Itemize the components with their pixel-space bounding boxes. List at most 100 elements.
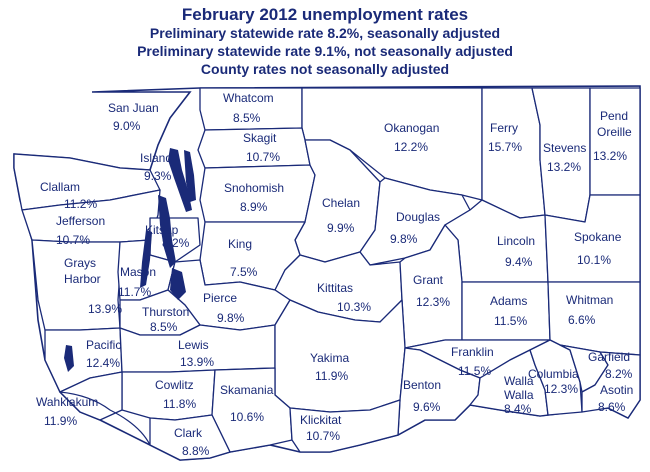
- label-jefferson-rate: 10.7%: [56, 233, 90, 247]
- map-subtitle-1: Preliminary statewide rate 8.2%, seasona…: [150, 25, 500, 41]
- puget-sound-channel: [158, 195, 176, 268]
- county-klickitat: [289, 399, 401, 453]
- label-island-rate: 9.3%: [144, 169, 172, 183]
- county-pend-oreille: [589, 87, 641, 196]
- label-clark-name: Clark: [174, 426, 203, 440]
- label-asotin-rate: 8.6%: [598, 400, 626, 414]
- columbia-river: [59, 391, 151, 446]
- label-garfield-name: Garfield: [588, 350, 630, 364]
- label-thurston-name: Thurston: [142, 305, 189, 319]
- label-benton-name: Benton: [403, 378, 441, 392]
- county-grays-harbor: [31, 239, 121, 331]
- label-kittitas-rate: 10.3%: [337, 300, 371, 314]
- label-klickitat-rate: 10.7%: [306, 429, 340, 443]
- label-ferry-name: Ferry: [490, 121, 518, 135]
- label-spokane-rate: 10.1%: [577, 253, 611, 267]
- label-grays-harbor-rate: 13.9%: [88, 302, 122, 316]
- label-walla-walla-name-2: Walla: [504, 388, 534, 402]
- label-okanogan-rate: 12.2%: [394, 140, 428, 154]
- county-asotin: [581, 351, 641, 419]
- county-columbia: [529, 339, 583, 416]
- label-lincoln-name: Lincoln: [497, 234, 535, 248]
- label-whitman-rate: 6.6%: [568, 313, 596, 327]
- label-douglas-rate: 9.8%: [390, 232, 418, 246]
- label-wahkiakum-name: Wahkiakum: [36, 395, 98, 409]
- county-adams: [461, 281, 551, 341]
- label-whatcom-name: Whatcom: [223, 91, 274, 105]
- county-clark: [149, 414, 231, 461]
- label-yakima-rate: 11.9%: [315, 369, 348, 383]
- label-snohomish-rate: 8.9%: [240, 200, 268, 214]
- label-skagit-name: Skagit: [243, 131, 277, 145]
- map-subtitle-2: Preliminary statewide rate 9.1%, not sea…: [137, 43, 513, 59]
- label-pacific-rate: 12.4%: [86, 356, 120, 370]
- puget-sound: [64, 148, 196, 372]
- label-skagit-rate: 10.7%: [246, 150, 280, 164]
- county-labels: San Juan 9.0% Whatcom 8.5% Okanogan 12.2…: [36, 91, 633, 458]
- label-cowlitz-name: Cowlitz: [155, 378, 194, 392]
- label-adams-rate: 11.5%: [494, 314, 527, 328]
- label-asotin-name: Asotin: [600, 383, 633, 397]
- label-skamania-name: Skamania: [220, 383, 274, 397]
- label-franklin-rate: 11.5%: [458, 364, 491, 378]
- label-douglas-name: Douglas: [396, 210, 440, 224]
- label-clallam-rate: 11.2%: [64, 197, 97, 211]
- title-group: February 2012 unemployment rates Prelimi…: [137, 5, 513, 77]
- label-columbia-name: Columbia: [528, 367, 579, 381]
- label-wahkiakum-rate: 11.9%: [44, 414, 77, 428]
- label-columbia-rate: 12.3%: [544, 382, 578, 396]
- label-kitsap-name: Kitsap: [145, 223, 179, 237]
- label-pend-oreille-name-1: Pend: [600, 109, 628, 123]
- label-pend-oreille-rate: 13.2%: [593, 149, 627, 163]
- island-county-outline: [184, 150, 196, 202]
- label-spokane-name: Spokane: [574, 230, 622, 244]
- columbia-river-lower: [59, 391, 151, 446]
- label-grant-name: Grant: [413, 273, 444, 287]
- label-lewis-rate: 13.9%: [180, 355, 214, 369]
- map-title: February 2012 unemployment rates: [182, 5, 468, 24]
- label-yakima-name: Yakima: [310, 351, 349, 365]
- label-kitsap-rate: 8.2%: [162, 236, 190, 250]
- label-clark-rate: 8.8%: [182, 444, 210, 458]
- puget-sound-north: [168, 148, 192, 212]
- label-garfield-rate: 8.2%: [605, 367, 633, 381]
- label-ferry-rate: 15.7%: [488, 140, 522, 154]
- label-skamania-rate: 10.6%: [230, 410, 264, 424]
- label-kittitas-name: Kittitas: [317, 281, 353, 295]
- label-grays-harbor-name-2: Harbor: [64, 272, 101, 286]
- label-pend-oreille-name-2: Oreille: [597, 125, 632, 139]
- label-jefferson-name: Jefferson: [56, 214, 105, 228]
- label-mason-rate: 11.7%: [118, 285, 151, 299]
- label-island-name: Island: [140, 151, 172, 165]
- label-whitman-name: Whitman: [566, 293, 613, 307]
- label-pierce-name: Pierce: [203, 291, 237, 305]
- label-klickitat-name: Klickitat: [300, 413, 342, 427]
- label-snohomish-name: Snohomish: [224, 181, 284, 195]
- label-okanogan-name: Okanogan: [384, 121, 439, 135]
- label-chelan-name: Chelan: [322, 196, 360, 210]
- label-grant-rate: 12.3%: [416, 295, 450, 309]
- label-san-juan-rate: 9.0%: [113, 119, 141, 133]
- label-clallam-name: Clallam: [40, 180, 80, 194]
- label-grays-harbor-name-1: Grays: [64, 256, 96, 270]
- map-subtitle-3: County rates not seasonally adjusted: [201, 61, 449, 77]
- label-walla-walla-name-1: Walla: [504, 374, 534, 388]
- label-whatcom-rate: 8.5%: [233, 111, 261, 125]
- label-stevens-name: Stevens: [543, 141, 586, 155]
- label-benton-rate: 9.6%: [413, 400, 441, 414]
- label-stevens-rate: 13.2%: [547, 160, 581, 174]
- label-lincoln-rate: 9.4%: [505, 255, 533, 269]
- label-pacific-name: Pacific: [86, 338, 121, 352]
- label-chelan-rate: 9.9%: [327, 221, 355, 235]
- label-adams-name: Adams: [490, 294, 527, 308]
- label-king-rate: 7.5%: [230, 265, 258, 279]
- label-lewis-name: Lewis: [178, 338, 209, 352]
- label-king-name: King: [228, 237, 252, 251]
- label-cowlitz-rate: 11.8%: [163, 397, 196, 411]
- label-san-juan-name: San Juan: [108, 101, 159, 115]
- label-mason-name: Mason: [120, 265, 156, 279]
- label-walla-walla-rate: 8.4%: [504, 402, 532, 416]
- label-pierce-rate: 9.8%: [217, 311, 245, 325]
